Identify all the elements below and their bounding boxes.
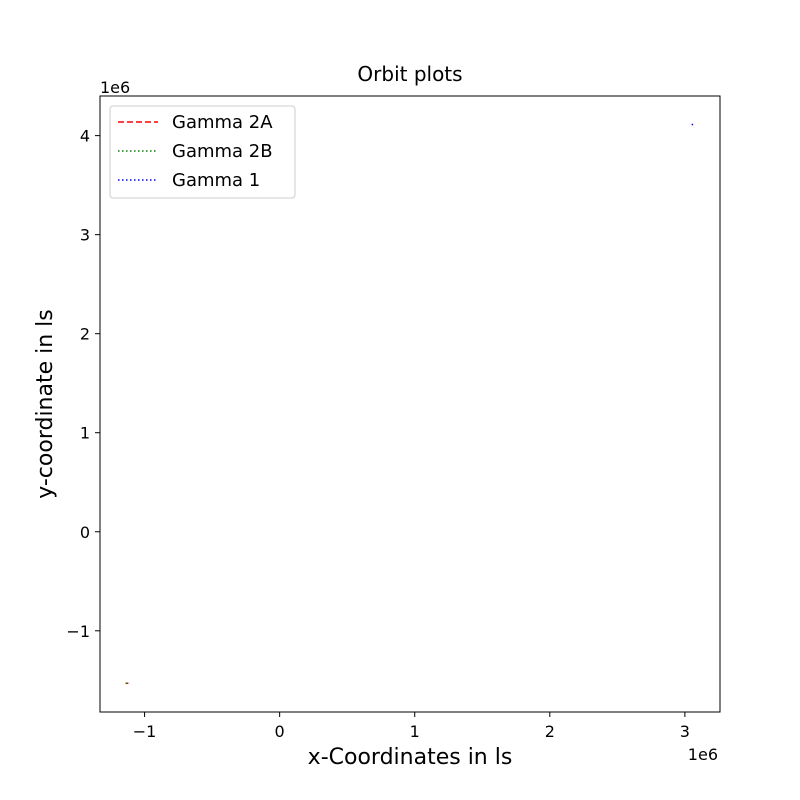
x-tick-label-2: 1 — [410, 722, 420, 741]
y-tick-label-0: −1 — [66, 622, 90, 641]
legend-items: Gamma 2A Gamma 2B Gamma 1 — [118, 112, 273, 191]
series-layer — [125, 123, 694, 685]
plot-frame — [99, 95, 721, 713]
y-tick-label-1: 0 — [80, 523, 90, 542]
x-tick-label-4: 3 — [680, 722, 690, 741]
x-axis-ticks: −1 0 1 2 3 — [133, 712, 690, 741]
y-tick-label-2: 1 — [80, 424, 90, 443]
legend-label-0: Gamma 2A — [172, 112, 273, 133]
legend-label-2: Gamma 1 — [172, 170, 260, 191]
y-axis-label: y-coordinate in ls — [33, 309, 58, 499]
y-tick-label-3: 2 — [80, 325, 90, 344]
x-tick-label-1: 0 — [275, 722, 285, 741]
x-axis-label: x-Coordinates in ls — [308, 745, 513, 770]
legend-label-1: Gamma 2B — [172, 141, 273, 162]
x-axis-offset-text: 1e6 — [688, 745, 718, 764]
y-tick-label-5: 4 — [80, 127, 90, 146]
y-tick-label-4: 3 — [80, 226, 90, 245]
x-tick-label-3: 2 — [545, 722, 555, 741]
x-tick-label-0: −1 — [133, 722, 157, 741]
y-axis-ticks: −1 0 1 2 3 4 — [66, 127, 100, 641]
legend-box — [109, 105, 296, 199]
y-axis-offset-text: 1e6 — [100, 78, 130, 97]
chart-title: Orbit plots — [357, 62, 462, 86]
legend: Gamma 2A Gamma 2B Gamma 1 — [109, 105, 296, 199]
